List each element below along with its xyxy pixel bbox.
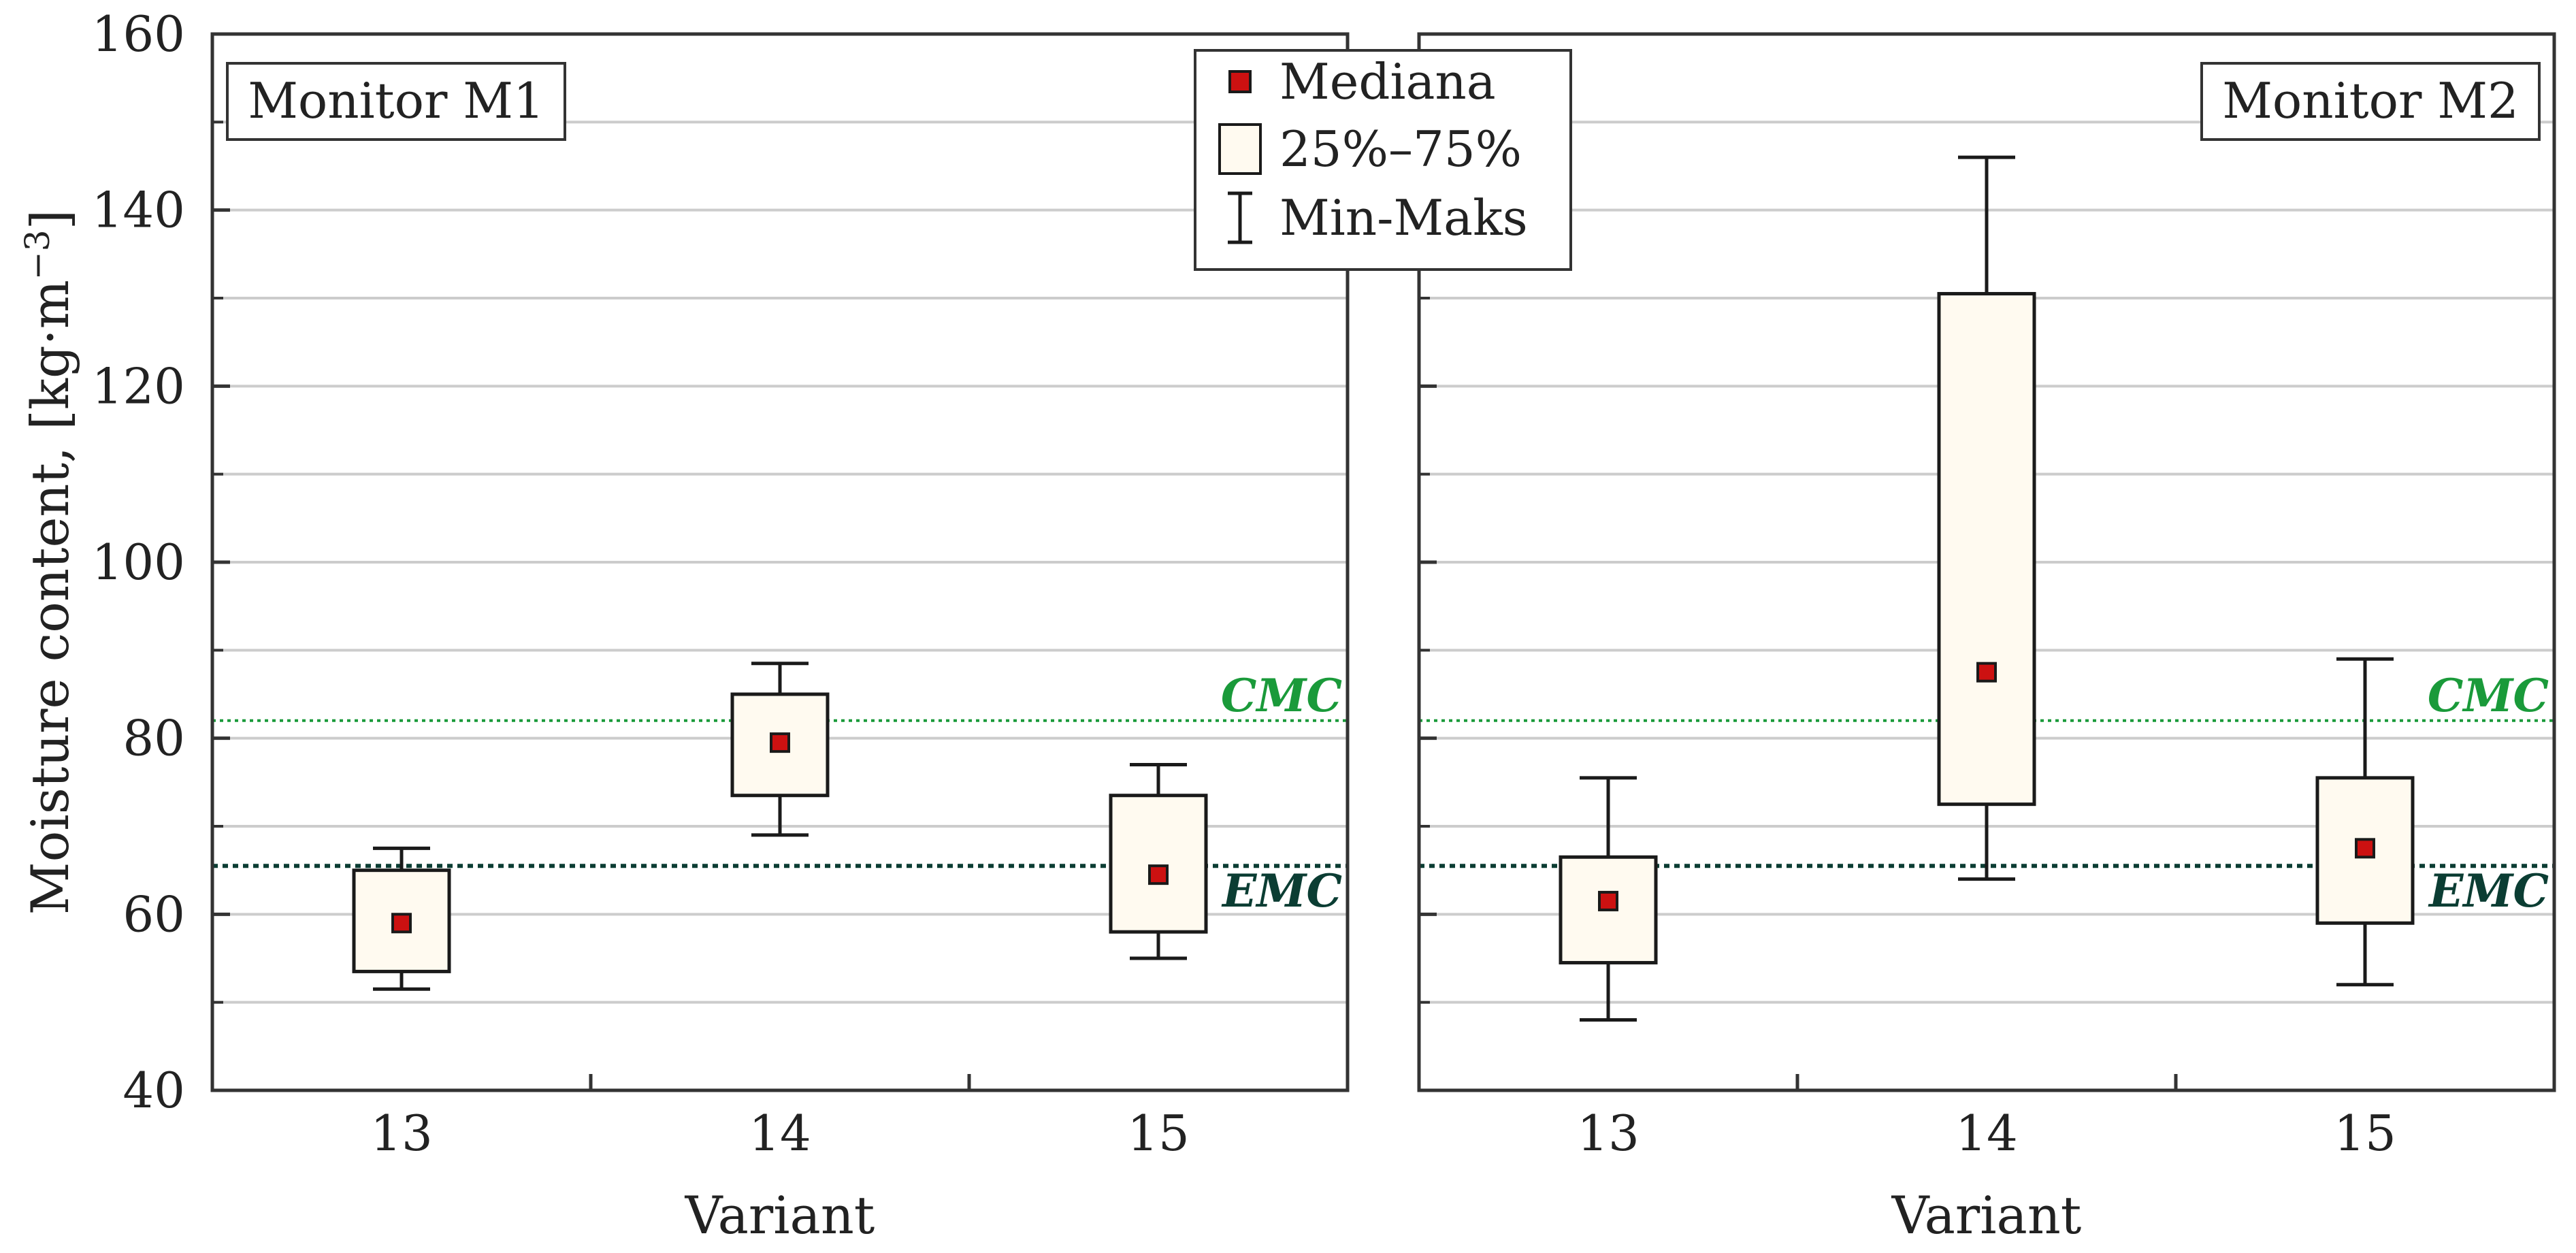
legend-median-symbol (1228, 70, 1252, 93)
panel1-xtick-label: 15 (1127, 1105, 1190, 1162)
ytick-label: 160 (92, 5, 185, 63)
panel1-title: Monitor M1 (248, 72, 544, 129)
ytick-label: 100 (92, 534, 185, 591)
panel2-xtick-label: 13 (1577, 1105, 1640, 1162)
panel1-emc-label: EMC (1221, 864, 1342, 917)
panel2-variant-13-median-marker (1598, 890, 1618, 911)
panel2-emc-label: EMC (2428, 864, 2549, 917)
y-axis-label-exponent: −3 (18, 229, 57, 280)
panel2-variant-14-median-marker (1976, 662, 1997, 683)
panel1-xtick-label: 13 (370, 1105, 433, 1162)
legend-label-range: Min-Maks (1279, 189, 1528, 246)
panel2-variant-15-median-marker (2355, 838, 2375, 859)
panel2-cmc-label: CMC (2428, 669, 2549, 722)
y-axis-label-close: ] (20, 210, 80, 230)
panel2-title-box (2200, 62, 2541, 141)
panel2-xtick-label: 15 (2334, 1105, 2396, 1162)
legend-label-median: Mediana (1279, 53, 1496, 110)
reference-lines-layer (212, 719, 2554, 868)
ytick-label: 80 (123, 710, 185, 767)
ytick-label: 40 (123, 1062, 185, 1119)
panel2-variant-15-iqr-box (2315, 776, 2415, 925)
panel1-xtick-label: 14 (749, 1105, 811, 1162)
panel1-variant-15-median-marker (1148, 864, 1169, 885)
panel2-variant-14-iqr-box (1937, 292, 2036, 807)
panel2-title: Monitor M2 (2222, 72, 2519, 129)
legend-iqr-symbol (1218, 123, 1262, 175)
panel2-xtick-label: 14 (1955, 1105, 2018, 1162)
legend-layer: Mediana 25%–75% Min-Maks (1194, 49, 1572, 271)
panel1-variant-14-median-marker (770, 732, 790, 753)
ytick-label: 140 (92, 182, 185, 239)
legend-label-iqr: 25%–75% (1279, 120, 1522, 178)
axes-layer (210, 32, 2556, 1092)
panel1-title-box (226, 62, 566, 141)
y-axis-label: Moisture content, [kg·m−3] (18, 210, 80, 915)
panel1-cmc-label: CMC (1221, 669, 1342, 722)
ytick-label: 120 (92, 357, 185, 414)
data-layer (352, 155, 2415, 1022)
panel2-x-axis-label: Variant (1891, 1185, 2082, 1246)
ytick-label: 60 (123, 885, 185, 943)
panel1-variant-15-iqr-box (1109, 794, 1208, 934)
panel1-x-axis-label: Variant (685, 1185, 875, 1246)
panel1-variant-13-median-marker (391, 913, 412, 934)
y-axis-label-main: Moisture content, [kg·m (20, 280, 80, 915)
labels-layer: CMC EMC 13 14 15 Variant Monitor M1 CMC EMC 13 14 1… (18, 5, 2549, 1246)
